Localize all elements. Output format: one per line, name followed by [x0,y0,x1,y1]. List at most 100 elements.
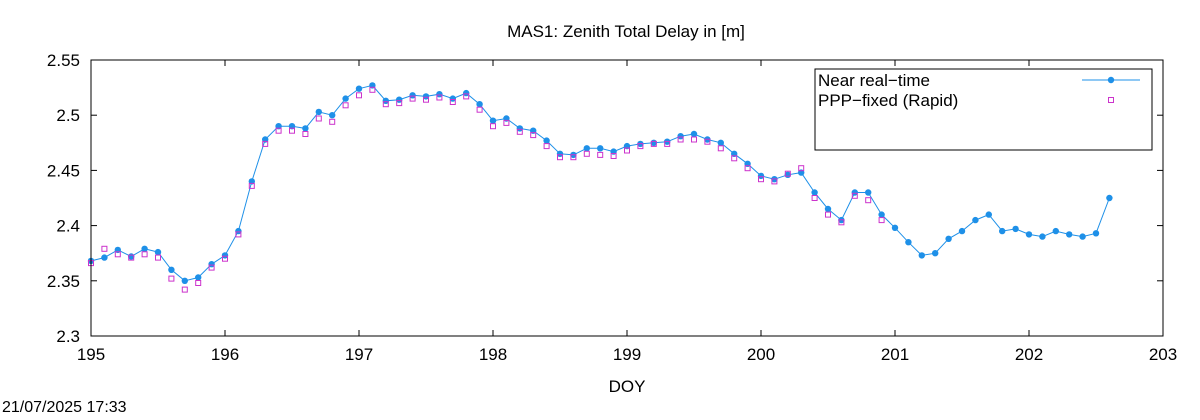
x-tick-labels: 195 196 197 198 199 200 201 202 203 [77,345,1177,364]
y-tick-label: 2.4 [56,217,80,236]
x-tick-label: 200 [747,345,775,364]
point-near-real-time [543,137,550,144]
point-near-real-time [677,133,684,140]
point-ppp-fixed [637,143,644,150]
point-ppp-fixed [530,132,537,139]
chart-title: MAS1: Zenith Total Delay in [m] [507,22,745,41]
point-ppp-fixed [825,211,831,218]
legend-marker-near-real-time [1107,76,1115,84]
point-ppp-fixed [449,99,456,105]
y-tick-label: 2.45 [47,161,80,180]
point-near-real-time [516,125,523,132]
point-near-real-time [597,145,604,152]
point-ppp-fixed [476,106,483,113]
point-near-real-time [302,125,309,132]
point-near-real-time [1066,231,1073,238]
point-ppp-fixed [329,118,336,125]
point-ppp-fixed [101,245,108,252]
point-ppp-fixed [155,254,161,261]
point-ppp-fixed [396,100,403,107]
point-ppp-fixed [838,219,845,226]
point-ppp-fixed [650,140,657,147]
x-tick-label: 203 [1149,345,1177,364]
point-near-real-time [999,227,1006,235]
point-ppp-fixed [704,138,711,145]
legend-label-ppp-fixed: PPP−fixed (Rapid) [818,91,958,110]
point-ppp-fixed [664,140,671,147]
point-near-real-time [1025,231,1033,238]
point-ppp-fixed [583,150,590,157]
point-near-real-time [476,101,483,108]
point-ppp-fixed [114,251,121,258]
point-ppp-fixed [811,195,818,201]
point-near-real-time [463,89,470,97]
point-ppp-fixed [758,176,764,183]
point-near-real-time [449,95,456,102]
point-ppp-fixed [610,153,617,159]
x-tick-label: 198 [479,345,507,364]
point-near-real-time [918,252,925,259]
x-axis-label: DOY [609,377,646,396]
point-near-real-time [985,211,992,218]
x-tick-label: 202 [1015,345,1043,364]
point-near-real-time [865,189,872,196]
point-ppp-fixed [248,182,255,189]
point-near-real-time [717,139,724,146]
point-ppp-fixed [315,115,322,122]
point-near-real-time [945,235,952,242]
point-ppp-fixed [208,264,215,271]
point-near-real-time [1012,225,1019,233]
point-ppp-fixed [851,192,858,199]
point-near-real-time [436,91,443,98]
point-near-real-time [489,117,497,124]
point-ppp-fixed [195,280,202,286]
point-ppp-fixed [342,102,349,109]
point-near-real-time [101,254,108,261]
point-ppp-fixed [423,96,429,103]
point-near-real-time [1092,230,1100,237]
point-ppp-fixed [222,255,228,262]
point-near-real-time [1106,194,1113,202]
point-near-real-time [757,172,765,180]
point-near-real-time [891,224,899,231]
legend: Near real−time PPP−fixed (Rapid) [814,68,1153,151]
point-near-real-time [878,211,885,218]
footer-timestamp: 21/07/2025 17:33 [2,399,127,416]
point-ppp-fixed [436,94,443,101]
point-near-real-time [315,108,322,116]
point-near-real-time [235,227,242,235]
point-near-real-time [141,245,148,252]
point-ppp-fixed [275,127,282,134]
point-ppp-fixed [490,123,496,130]
axis-ticks [90,59,1164,337]
legend-box [814,68,1153,151]
point-near-real-time [221,252,229,259]
point-ppp-fixed [744,165,751,172]
point-ppp-fixed [262,140,269,147]
x-tick-label: 197 [345,345,373,364]
point-near-real-time [932,250,939,257]
y-tick-labels: 2.3 2.35 2.4 2.45 2.5 2.55 [47,51,80,346]
x-tick-label: 199 [613,345,641,364]
point-near-real-time [208,261,215,268]
point-ppp-fixed [731,155,738,162]
point-ppp-fixed [865,197,872,204]
point-ppp-fixed [878,217,885,224]
point-ppp-fixed [356,92,362,99]
y-tick-label: 2.3 [56,327,80,346]
legend-marker-ppp-fixed [1108,97,1114,103]
point-ppp-fixed [784,170,791,177]
point-ppp-fixed [691,136,697,143]
point-near-real-time [1052,227,1060,235]
point-near-real-time [168,266,175,273]
point-near-real-time [811,189,818,196]
point-ppp-fixed [771,178,778,185]
point-ppp-fixed [503,119,510,126]
point-ppp-fixed [717,145,724,152]
point-near-real-time [1039,233,1046,240]
point-ppp-fixed [409,95,416,102]
point-near-real-time [396,96,403,103]
point-near-real-time [409,92,416,99]
point-ppp-fixed [597,151,604,158]
point-ppp-fixed [302,131,309,137]
